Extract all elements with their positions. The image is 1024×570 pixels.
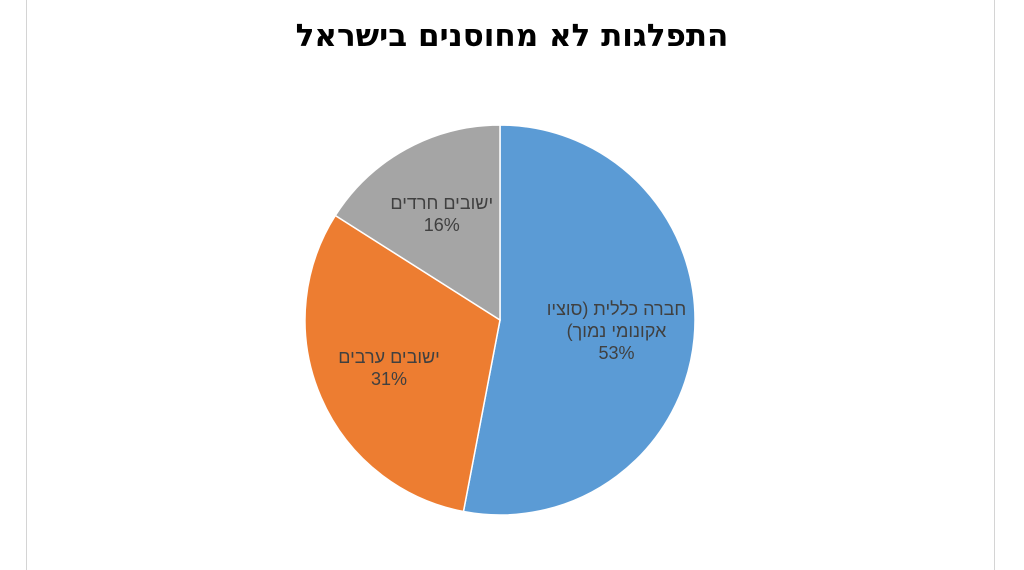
- chart-title: התפלגות לא מחוסנים בישראל: [295, 18, 729, 54]
- data-label-category: ישובים חרדים: [390, 193, 493, 213]
- slice-general-society: [462, 124, 696, 516]
- pie-slices: [304, 124, 696, 516]
- data-label-category: ישובים ערבים: [338, 347, 440, 367]
- data-label-category: חברה כללית (סוציו: [547, 299, 686, 319]
- slice-haredi-localities: [334, 124, 501, 322]
- chart-border-right: [994, 0, 995, 570]
- data-label-value: 16%: [424, 215, 460, 235]
- data-label-value: 53%: [598, 343, 634, 363]
- chart-border-left: [26, 0, 27, 570]
- data-label-value: 31%: [371, 369, 407, 389]
- data-label-category: אקונומי נמוך): [567, 321, 667, 341]
